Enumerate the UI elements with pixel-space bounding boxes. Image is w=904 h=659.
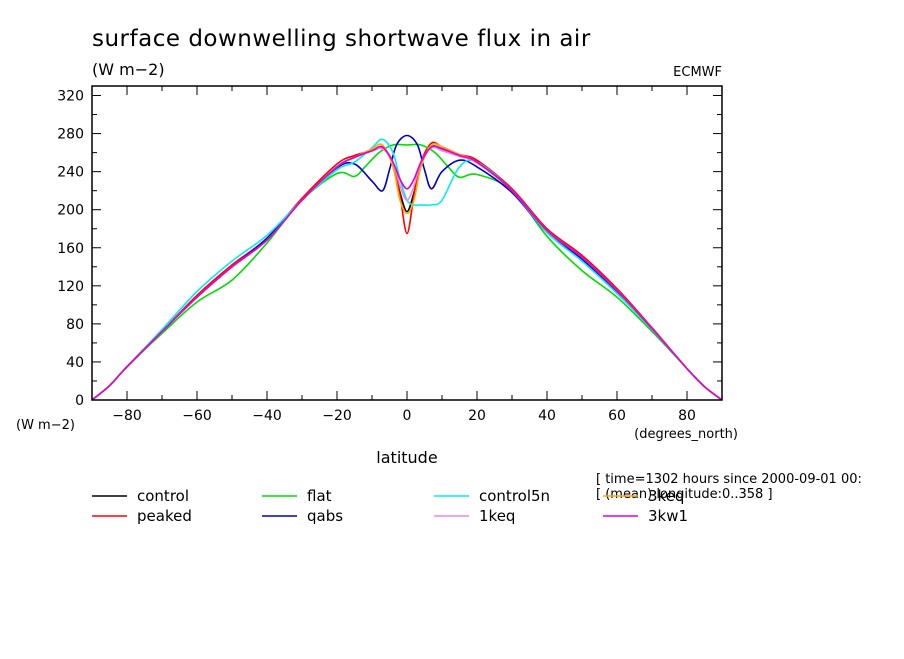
legend-label: control [137,487,189,505]
legend-label: 3keq [648,487,684,505]
y-tick-label: 120 [57,279,84,295]
y-tick-label: 200 [57,203,84,219]
series-line-3keq [91,142,723,401]
legend-label: flat [307,487,332,505]
y-tick-label: 160 [57,241,84,257]
y-axis-units: (W m−2) [16,418,75,433]
legend-item-control5n: control5n [434,487,550,505]
x-tick-label: −80 [112,408,142,424]
y-tick-label: 80 [66,317,84,333]
series-line-1keq [91,146,723,401]
y-tick-label: 0 [75,393,84,409]
legend-item-control: control [92,487,189,505]
legend-label: 3kw1 [648,507,688,525]
series-line-qabs [91,134,723,401]
x-tick-label: 0 [403,408,412,424]
y-tick-label: 40 [66,355,84,371]
legend: control peaked flat qabs control5n 1keq 3keq 3k… [92,487,688,525]
legend-item-1keq: 1keq [434,507,515,525]
info-line-time: [ time=1302 hours since 2000-09-01 00: [596,472,862,487]
plot-frame [91,85,723,401]
y-tick-label: 240 [57,165,84,181]
legend-label: peaked [137,507,192,525]
axis-ticks [91,86,723,401]
legend-item-flat: flat [262,487,332,505]
x-tick-label: −60 [182,408,212,424]
x-tick-label: −40 [252,408,282,424]
info-line-longitude: [ (mean) longitude:0..358 ] [596,487,773,502]
x-axis-units: (degrees_north) [634,427,738,442]
series-line-control [91,145,723,401]
x-tick-label: 80 [678,408,696,424]
series-line-flat [91,143,723,401]
legend-label: control5n [479,487,550,505]
chart-title: surface downwelling shortwave flux in ai… [92,26,591,52]
series-line-3kw1 [91,145,723,401]
legend-item-3kw1: 3kw1 [603,507,688,525]
y-tick-label: 280 [57,127,84,143]
plot-lines [91,134,723,401]
series-line-control5n [91,138,723,401]
legend-item-qabs: qabs [262,507,343,525]
x-tick-label: 20 [468,408,486,424]
legend-label: 1keq [479,507,515,525]
y-tick-label: 320 [57,89,84,105]
x-tick-label: 60 [608,408,626,424]
x-axis-label: latitude [376,448,437,467]
legend-label: qabs [307,507,343,525]
tick-labels: −80 −60 −40 −20 0 20 40 60 80 0 40 80 120 160 200 240 28… [57,89,696,424]
x-tick-label: 40 [538,408,556,424]
series-line-peaked [91,141,723,401]
legend-item-3keq: 3keq [603,487,684,505]
x-tick-label: −20 [322,408,352,424]
chart-units: (W m−2) [92,60,165,79]
legend-item-peaked: peaked [92,507,192,525]
chart-source: ECMWF [673,65,722,80]
